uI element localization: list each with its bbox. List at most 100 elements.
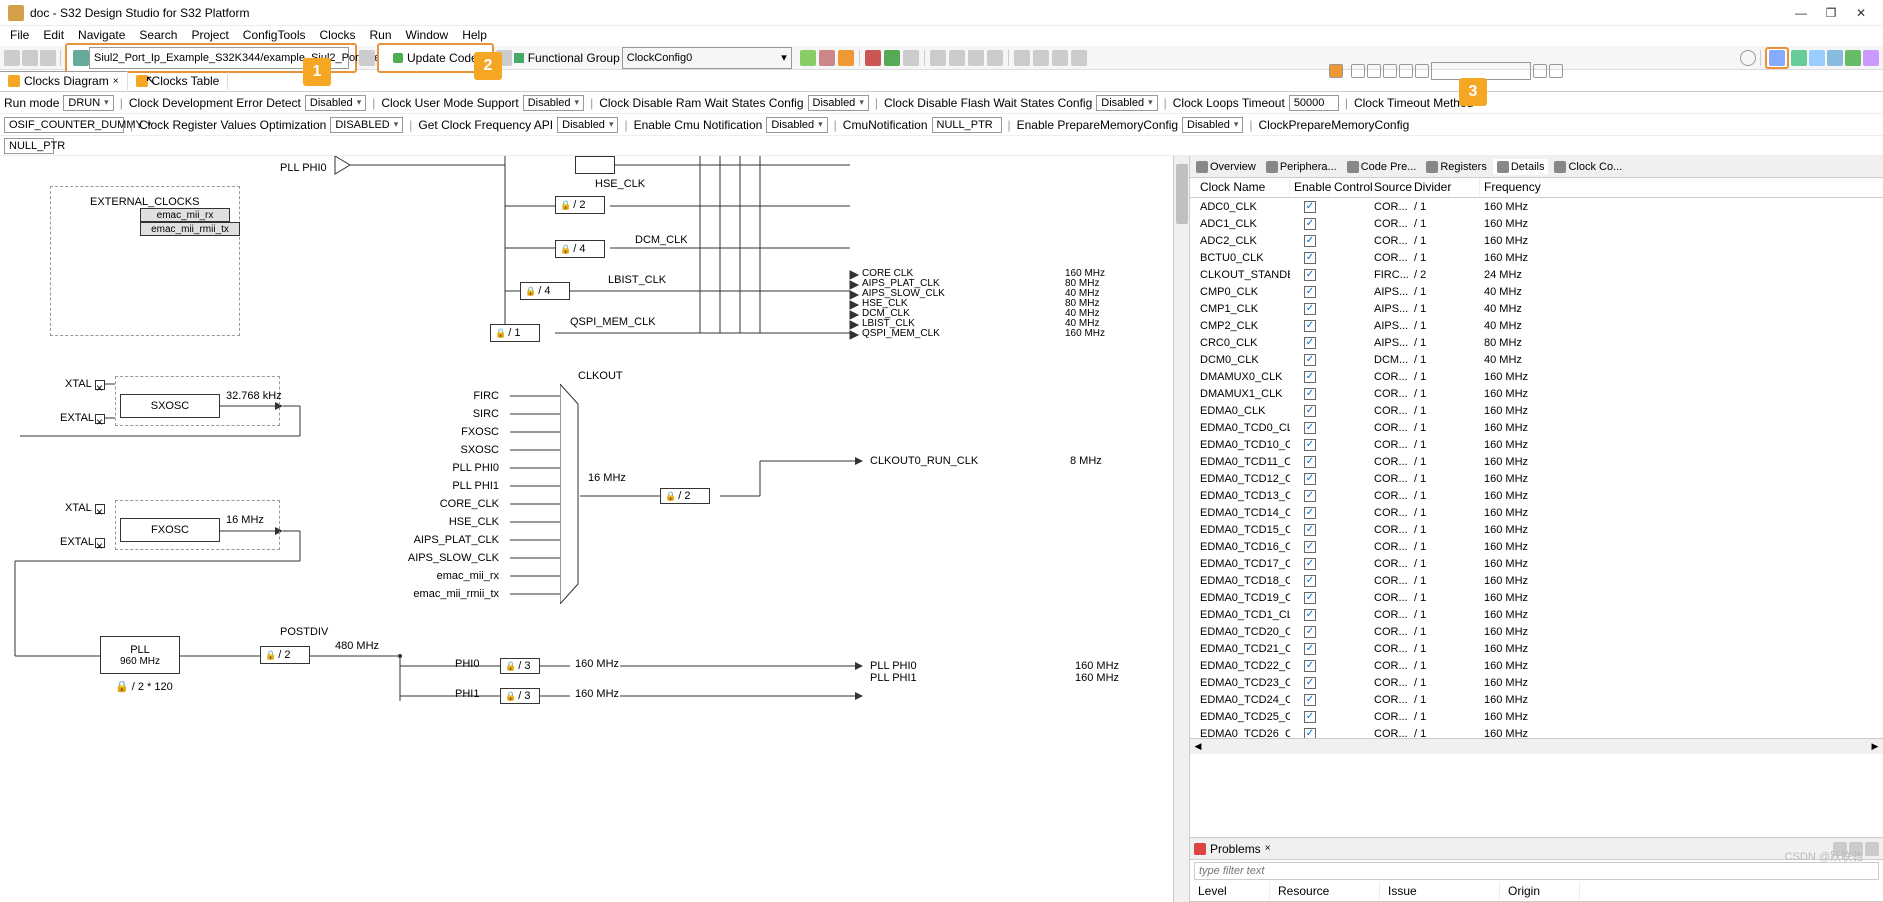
epmc-dropdown[interactable]: Disabled [1182, 117, 1243, 133]
cdfw-dropdown[interactable]: Disabled [1096, 95, 1157, 111]
clock-enable[interactable]: ✓ [1290, 591, 1330, 604]
clock-row[interactable]: CMP2_CLK✓AIPS.../ 140 MHz [1190, 317, 1883, 334]
grid-icon[interactable] [1415, 64, 1429, 78]
prob-icon-3[interactable] [1865, 842, 1879, 856]
tb-c[interactable] [838, 50, 854, 66]
clock-row[interactable]: EDMA0_TCD13_CLK✓COR.../ 1160 MHz [1190, 487, 1883, 504]
clock-row[interactable]: EDMA0_TCD20_CLK✓COR.../ 1160 MHz [1190, 623, 1883, 640]
view-tab-registers[interactable]: Registers [1422, 159, 1490, 175]
clock-row[interactable]: CRC0_CLK✓AIPS.../ 180 MHz [1190, 334, 1883, 351]
update-code-button[interactable]: Update Code [385, 47, 486, 69]
postdiv-div[interactable]: / 2 [260, 646, 310, 664]
clock-enable[interactable]: ✓ [1290, 217, 1330, 230]
clock-row[interactable]: EDMA0_CLK✓COR.../ 1160 MHz [1190, 402, 1883, 419]
close-icon[interactable]: × [113, 76, 119, 87]
clock-row[interactable]: EDMA0_TCD25_CLK✓COR.../ 1160 MHz [1190, 708, 1883, 725]
clock-row[interactable]: EDMA0_TCD21_CLK✓COR.../ 1160 MHz [1190, 640, 1883, 657]
emac-rx[interactable]: emac_mii_rx [140, 208, 230, 222]
tb-f[interactable] [903, 50, 919, 66]
clock-enable[interactable]: ✓ [1290, 404, 1330, 417]
problems-filter-input[interactable] [1194, 862, 1879, 880]
col-frequency[interactable]: Frequency [1480, 178, 1540, 197]
col-resource[interactable]: Resource [1270, 882, 1380, 901]
ums-dropdown[interactable]: Disabled [523, 95, 584, 111]
qspi-div[interactable]: / 1 [490, 324, 540, 342]
hse-div[interactable]: / 2 [555, 196, 605, 214]
clock-enable[interactable]: ✓ [1290, 285, 1330, 298]
persp-1[interactable] [1791, 50, 1807, 66]
clock-row[interactable]: EDMA0_TCD12_CLK✓COR.../ 1160 MHz [1190, 470, 1883, 487]
tb-j[interactable] [987, 50, 1003, 66]
crvo-dropdown[interactable]: DISABLED [330, 117, 403, 133]
persp-3[interactable] [1827, 50, 1843, 66]
clock-row[interactable]: ADC0_CLK✓COR.../ 1160 MHz [1190, 198, 1883, 215]
clock-enable[interactable]: ✓ [1290, 625, 1330, 638]
phi0-div[interactable]: / 3 [500, 658, 540, 674]
functional-group-dropdown[interactable]: ClockConfig0 ▾ [622, 47, 792, 69]
clock-enable[interactable]: ✓ [1290, 251, 1330, 264]
clock-row[interactable]: CMP1_CLK✓AIPS.../ 140 MHz [1190, 300, 1883, 317]
clock-table-hscroll[interactable]: ◀ ▶ [1190, 738, 1883, 754]
clock-row[interactable]: CMP0_CLK✓AIPS.../ 140 MHz [1190, 283, 1883, 300]
clock-row[interactable]: EDMA0_TCD0_CLK✓COR.../ 1160 MHz [1190, 419, 1883, 436]
clock-row[interactable]: EDMA0_TCD22_CLK✓COR.../ 1160 MHz [1190, 657, 1883, 674]
col-type[interactable] [1450, 178, 1480, 197]
persp-5[interactable] [1863, 50, 1879, 66]
menu-file[interactable]: File [4, 26, 35, 46]
minimize-button[interactable]: — [1787, 3, 1815, 23]
clock-row[interactable]: EDMA0_TCD23_CLK✓COR.../ 1160 MHz [1190, 674, 1883, 691]
tb-l[interactable] [1033, 50, 1049, 66]
clock-row[interactable]: BCTU0_CLK✓COR.../ 1160 MHz [1190, 249, 1883, 266]
save-icon[interactable] [22, 50, 38, 66]
pll-box[interactable]: PLL 960 MHz [100, 636, 180, 674]
zoom-out-icon[interactable] [1383, 64, 1397, 78]
close-button[interactable]: ✕ [1847, 3, 1875, 23]
view-tab-periphera[interactable]: Periphera... [1262, 159, 1341, 175]
clocks-diagram[interactable]: PLL PHI0 [0, 156, 1190, 902]
clock-enable[interactable]: ✓ [1290, 455, 1330, 468]
col-name[interactable]: Clock Name [1190, 178, 1290, 197]
clock-row[interactable]: ADC1_CLK✓COR.../ 1160 MHz [1190, 215, 1883, 232]
clock-row[interactable]: EDMA0_TCD1_CLK✓COR.../ 1160 MHz [1190, 606, 1883, 623]
clock-enable[interactable]: ✓ [1290, 489, 1330, 502]
clock-enable[interactable]: ✓ [1290, 319, 1330, 332]
clock-enable[interactable]: ✓ [1290, 659, 1330, 672]
tb-a[interactable] [800, 50, 816, 66]
clock-row[interactable]: EDMA0_TCD18_CLK✓COR.../ 1160 MHz [1190, 572, 1883, 589]
tb-i[interactable] [968, 50, 984, 66]
close-icon[interactable]: × [1265, 843, 1271, 854]
clock-enable[interactable]: ✓ [1290, 353, 1330, 366]
lbist-div[interactable]: / 4 [520, 282, 570, 300]
clock-enable[interactable]: ✓ [1290, 336, 1330, 349]
clock-enable[interactable]: ✓ [1290, 574, 1330, 587]
clock-enable[interactable]: ✓ [1290, 302, 1330, 315]
clocks-diagram-tab[interactable]: Clocks Diagram × [0, 71, 128, 90]
clock-row[interactable]: EDMA0_TCD15_CLK✓COR.../ 1160 MHz [1190, 521, 1883, 538]
col-issue[interactable]: Issue [1380, 882, 1500, 901]
clock-row[interactable]: ADC2_CLK✓COR.../ 1160 MHz [1190, 232, 1883, 249]
tb-e[interactable] [884, 50, 900, 66]
clock-enable[interactable]: ✓ [1290, 642, 1330, 655]
view-tab-overview[interactable]: Overview [1192, 159, 1260, 175]
clock-enable[interactable]: ✓ [1290, 472, 1330, 485]
gcfa-dropdown[interactable]: Disabled [557, 117, 618, 133]
clock-row[interactable]: EDMA0_TCD14_CLK✓COR.../ 1160 MHz [1190, 504, 1883, 521]
clock-enable[interactable]: ✓ [1290, 438, 1330, 451]
fit-icon[interactable] [1399, 64, 1413, 78]
view-tab-clockco[interactable]: Clock Co... [1550, 159, 1626, 175]
tree-icon[interactable] [1351, 64, 1365, 78]
clock-row[interactable]: EDMA0_TCD19_CLK✓COR.../ 1160 MHz [1190, 589, 1883, 606]
prev-icon[interactable] [1533, 64, 1547, 78]
problems-tab[interactable]: Problems × [1190, 838, 1883, 860]
perspective-icon[interactable] [1769, 50, 1785, 66]
new-icon[interactable] [4, 50, 20, 66]
persp-2[interactable] [1809, 50, 1825, 66]
scroll-right-icon[interactable]: ▶ [1867, 740, 1883, 754]
emac-tx[interactable]: emac_mii_rmii_tx [140, 222, 240, 236]
clock-enable[interactable]: ✓ [1290, 710, 1330, 723]
clt-input[interactable]: 50000 [1289, 95, 1339, 111]
cde-dropdown[interactable]: Disabled [305, 95, 366, 111]
tb-m[interactable] [1052, 50, 1068, 66]
osif-dropdown[interactable]: OSIF_COUNTER_DUMMY [4, 117, 124, 133]
clock-enable[interactable]: ✓ [1290, 693, 1330, 706]
